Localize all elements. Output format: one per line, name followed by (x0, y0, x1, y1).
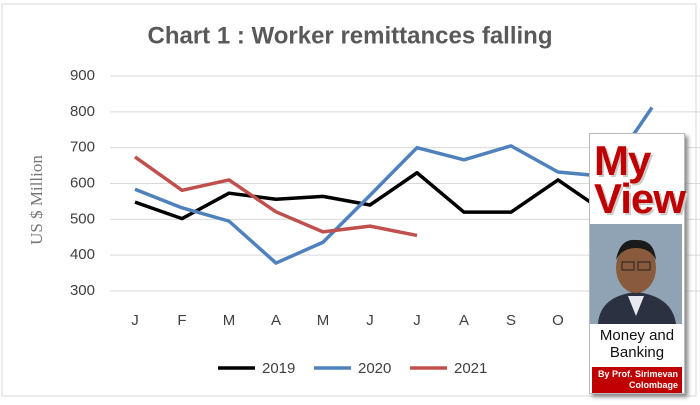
series-line (134, 171, 653, 221)
legend-label: 2019 (262, 360, 295, 377)
x-tick-label: M (223, 312, 236, 329)
column-badge: My View Money and Banking By Prof. Sirim… (589, 133, 686, 394)
series-line (133, 155, 418, 238)
legend-label: 2021 (454, 360, 487, 377)
chart-title: Chart 1 : Worker remittances falling (148, 22, 553, 49)
x-tick-label: M (317, 312, 330, 329)
y-tick-label: 300 (70, 282, 95, 299)
legend-label: 2020 (358, 360, 391, 377)
x-tick-label: A (459, 312, 469, 329)
x-tick-label: J (131, 312, 139, 329)
badge-heading: View (594, 175, 686, 222)
x-tick-label: O (552, 312, 564, 329)
y-tick-label: 900 (70, 67, 95, 84)
x-tick-label: F (177, 312, 186, 329)
y-tick-label: 700 (70, 139, 95, 156)
portrait (590, 224, 682, 324)
y-tick-label: 800 (70, 103, 95, 120)
x-tick-label: J (366, 312, 374, 329)
byline-prefix: By (597, 369, 610, 379)
y-tick-label: 400 (70, 246, 95, 263)
series-line (134, 106, 654, 265)
byline-author: Prof. Sirimevan Colombage (611, 369, 678, 390)
x-tick-label: S (506, 312, 516, 329)
y-axis-label: US $ Million (27, 155, 46, 245)
badge-caption: Money and Banking (599, 327, 675, 361)
y-tick-label: 500 (70, 210, 95, 227)
x-tick-label: J (413, 312, 421, 329)
y-tick-label: 600 (70, 174, 95, 191)
x-tick-label: A (271, 312, 281, 329)
badge-byline: By Prof. Sirimevan Colombage (592, 367, 682, 393)
badge-heading: My (594, 137, 651, 184)
